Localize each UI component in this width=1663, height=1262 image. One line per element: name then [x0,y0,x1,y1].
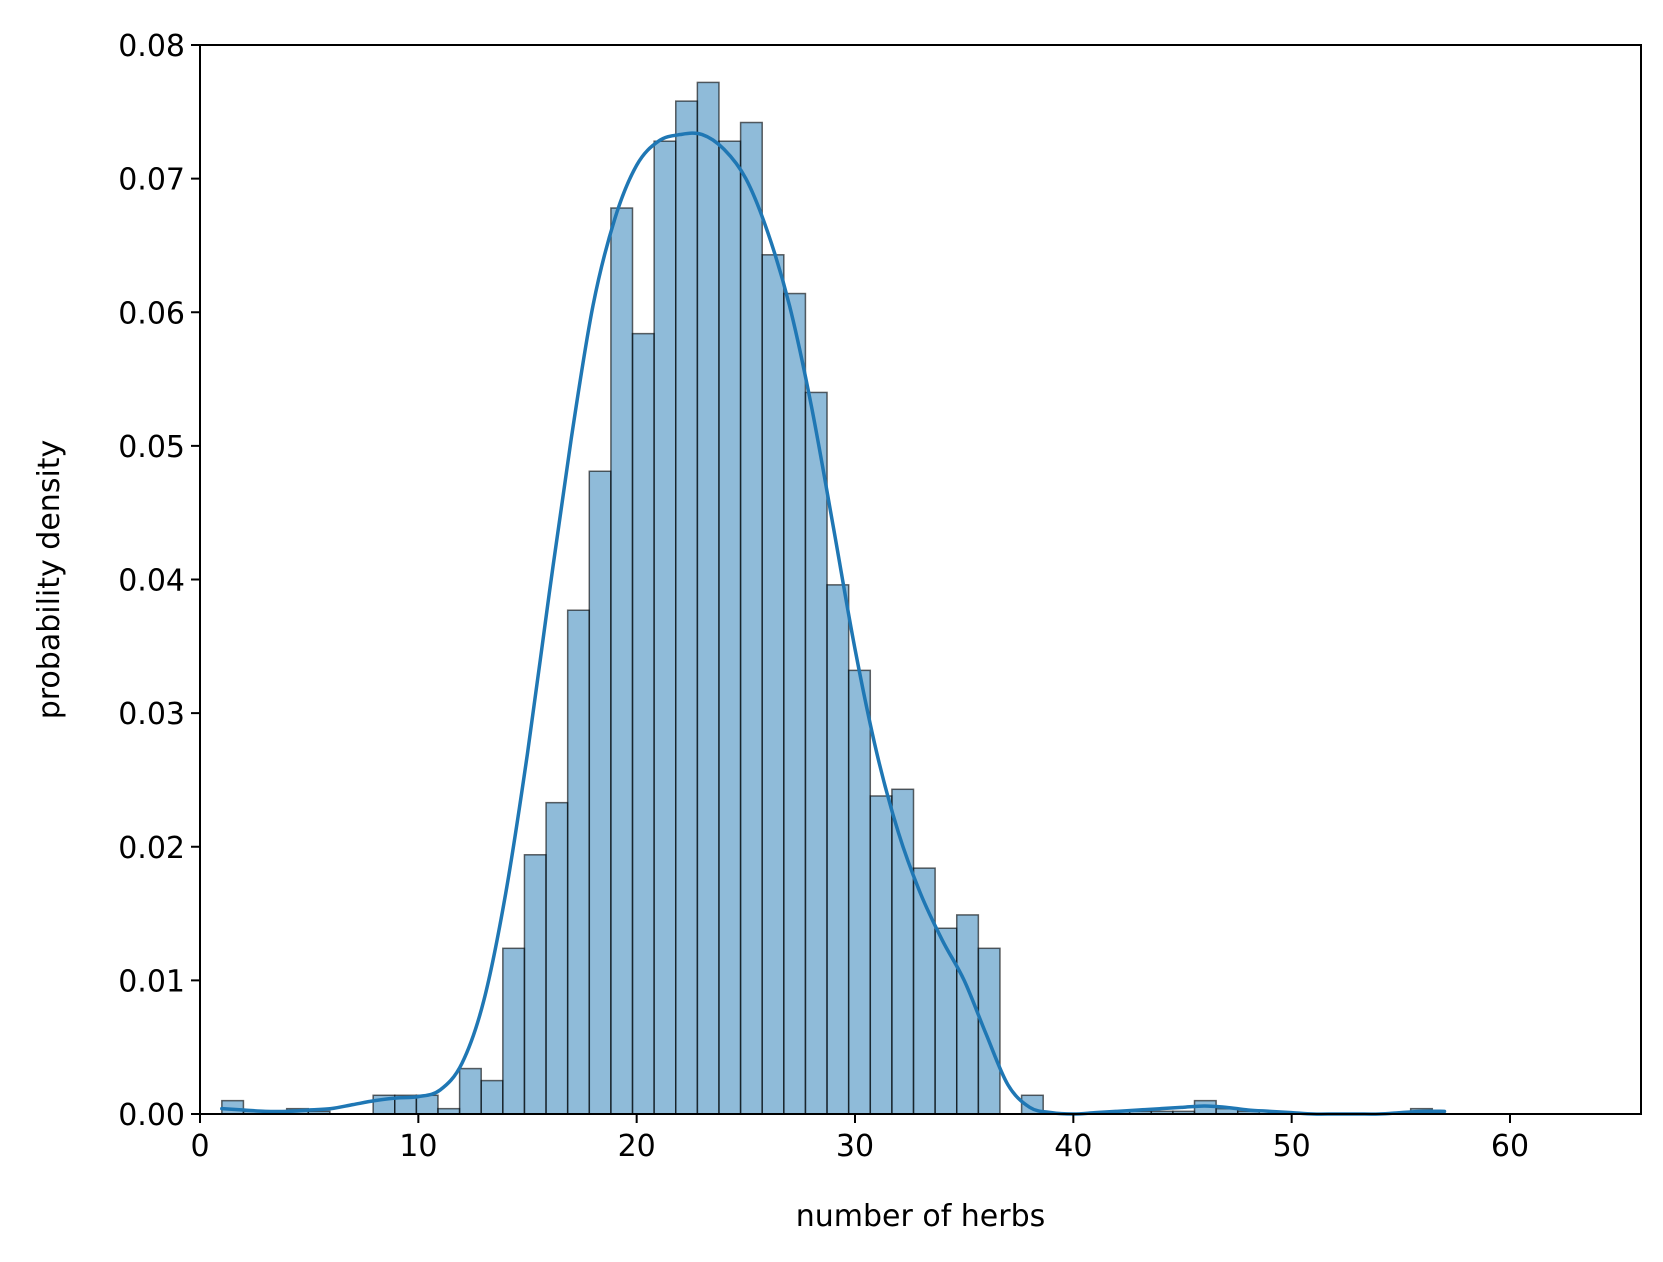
histogram-bar [502,947,526,1115]
y-tick-label: 0.07 [118,163,185,198]
histogram-bar [588,470,612,1115]
histogram-bar [761,254,785,1115]
y-tick-label: 0.00 [118,1098,185,1133]
histogram-bar [783,292,807,1115]
histogram-bar [891,788,915,1115]
histogram-bar [523,854,547,1115]
histogram-bar [977,947,1001,1115]
x-axis-ticks: 0 10 20 30 40 50 60 [190,1114,1529,1164]
histogram-bar [480,1079,504,1115]
y-tick-label: 0.02 [118,831,185,866]
histogram-bar [696,81,720,1115]
x-tick-label: 40 [1054,1129,1092,1164]
histogram-bar [458,1067,482,1115]
y-tick-label: 0.01 [118,964,185,999]
histogram-bar [869,795,893,1115]
x-tick-label: 60 [1491,1129,1529,1164]
y-axis-label: probability density [32,440,67,720]
histogram-bar [610,207,634,1115]
y-tick-label: 0.05 [118,430,185,465]
y-axis-ticks: 0.00 0.01 0.02 0.03 0.04 0.05 0.06 0.07 0.08 [118,29,200,1133]
y-tick-label: 0.06 [118,296,185,331]
density-curve [220,131,1447,1116]
histogram-bar [847,669,872,1115]
x-tick-label: 20 [618,1129,656,1164]
histogram-bar [631,332,655,1115]
y-tick-label: 0.03 [118,697,185,732]
x-axis-label: number of herbs [796,1199,1046,1234]
histogram-bar [826,584,850,1115]
histogram-bar [653,140,677,1115]
histogram-bar [545,801,569,1115]
y-tick-label: 0.04 [118,564,185,599]
x-tick-label: 10 [399,1129,437,1164]
histogram-bar [566,609,591,1115]
histogram-bar [955,914,980,1115]
x-tick-label: 0 [190,1129,209,1164]
x-tick-label: 30 [836,1129,874,1164]
histogram-bar [675,100,699,1115]
histogram-bar [739,121,763,1115]
histogram-bar [934,927,958,1115]
y-tick-label: 0.08 [118,29,185,64]
x-tick-label: 50 [1273,1129,1311,1164]
histogram-bar [718,140,742,1115]
histogram-bars [221,81,1434,1115]
histogram-bar [804,391,828,1115]
